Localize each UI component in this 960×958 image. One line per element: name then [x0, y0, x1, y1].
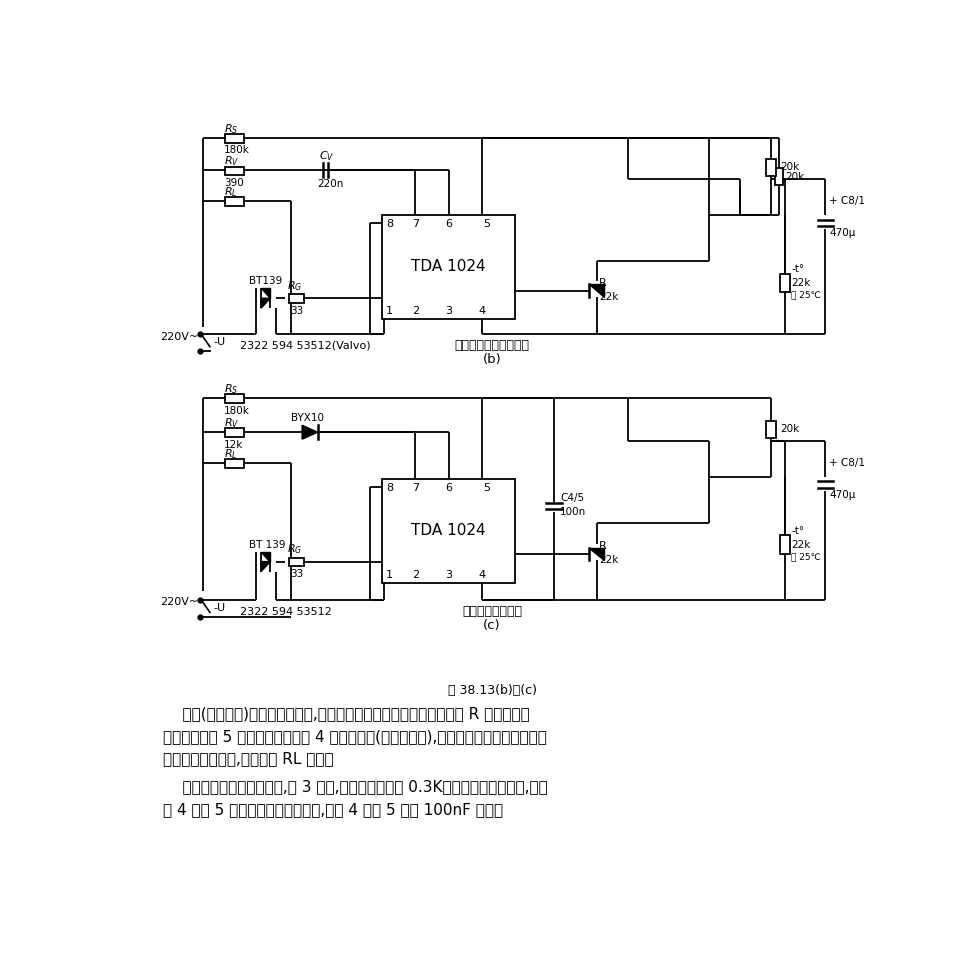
- Text: 180k: 180k: [224, 146, 250, 155]
- Text: 1: 1: [386, 307, 393, 316]
- Text: 20k: 20k: [780, 162, 800, 172]
- Text: 20k: 20k: [780, 424, 800, 434]
- Bar: [226, 395, 244, 403]
- Text: 在 25℃: 在 25℃: [791, 290, 821, 300]
- Text: $R_S$: $R_S$: [224, 122, 238, 136]
- Text: (c): (c): [483, 619, 501, 632]
- Polygon shape: [261, 298, 271, 308]
- Text: 反之则有触发脉冲,加热电阻 RL 通电。: 反之则有触发脉冲,加热电阻 RL 通电。: [162, 751, 333, 766]
- Bar: [382, 215, 516, 319]
- Text: 3: 3: [445, 570, 452, 581]
- Bar: [226, 428, 244, 437]
- Text: 100n: 100n: [561, 507, 587, 516]
- Text: 5: 5: [484, 484, 491, 493]
- Bar: [226, 197, 244, 206]
- Text: 12k: 12k: [224, 440, 243, 449]
- Text: 220V~: 220V~: [160, 598, 199, 607]
- Text: TDA 1024: TDA 1024: [411, 523, 486, 538]
- Text: 470μ: 470μ: [829, 228, 856, 238]
- Text: + C8/1: + C8/1: [829, 458, 865, 468]
- Polygon shape: [261, 552, 271, 561]
- Text: BYX10: BYX10: [291, 413, 324, 423]
- Bar: [289, 294, 304, 303]
- Text: 6: 6: [445, 484, 452, 493]
- Text: 前接电容的温度调节器: 前接电容的温度调节器: [454, 339, 530, 353]
- Polygon shape: [261, 561, 271, 572]
- Polygon shape: [588, 285, 605, 297]
- Text: 8: 8: [386, 484, 393, 493]
- Text: R: R: [599, 541, 607, 551]
- Text: 470μ: 470μ: [829, 490, 856, 499]
- Bar: [382, 479, 516, 583]
- Text: $R_V$: $R_V$: [224, 416, 239, 430]
- Polygon shape: [588, 548, 605, 560]
- Bar: [766, 159, 776, 175]
- Text: 7: 7: [412, 219, 419, 229]
- Bar: [226, 167, 244, 175]
- Bar: [289, 558, 304, 566]
- Text: 180k: 180k: [224, 405, 250, 416]
- Text: BT139: BT139: [249, 276, 282, 286]
- Text: 3: 3: [445, 307, 452, 316]
- Text: 度值。如果脚 5 实际值电压超过脚 4 给定值电压(滞环可忽略),则晶闸管门极无触发脉冲。: 度值。如果脚 5 实际值电压超过脚 4 给定值电压(滞环可忽略),则晶闸管门极无…: [162, 730, 546, 744]
- Bar: [766, 421, 776, 438]
- Text: 2322 594 53512(Valvo): 2322 594 53512(Valvo): [240, 341, 371, 351]
- Text: 22k: 22k: [791, 539, 810, 550]
- Text: 22k: 22k: [599, 555, 618, 565]
- Bar: [775, 168, 782, 185]
- Bar: [226, 459, 244, 468]
- Text: R: R: [599, 278, 607, 287]
- Text: $R_G$: $R_G$: [287, 542, 302, 557]
- Text: $R_G$: $R_G$: [287, 279, 302, 293]
- Bar: [780, 536, 789, 554]
- Text: 2: 2: [412, 307, 419, 316]
- Text: 8: 8: [386, 219, 393, 229]
- Text: TDA 1024: TDA 1024: [411, 260, 486, 274]
- Text: 2: 2: [412, 570, 419, 581]
- Text: 7: 7: [412, 484, 419, 493]
- Bar: [780, 274, 789, 292]
- Text: 1: 1: [386, 570, 393, 581]
- Text: 22k: 22k: [791, 278, 810, 287]
- Text: 5: 5: [484, 219, 491, 229]
- Text: -t°: -t°: [791, 264, 804, 274]
- Text: -U: -U: [214, 603, 226, 613]
- Text: 20k: 20k: [785, 171, 804, 182]
- Polygon shape: [261, 288, 271, 298]
- Text: 220V~: 220V~: [160, 331, 199, 342]
- Polygon shape: [302, 425, 318, 439]
- Text: BT 139: BT 139: [249, 539, 285, 550]
- Text: 22k: 22k: [599, 291, 618, 302]
- Text: + C8/1: + C8/1: [829, 196, 865, 206]
- Text: 4: 4: [478, 570, 486, 581]
- Text: 脚 4 和脚 5 间通过长导线连接起来,在脚 4 和脚 5 间接 100nF 电容。: 脚 4 和脚 5 间通过长导线连接起来,在脚 4 和脚 5 间接 100nF 电…: [162, 802, 503, 817]
- Text: 室温(实际温度)由热敏电阻测取,它接在桥路分支电路上。利用电位器 R 调整给定温: 室温(实际温度)由热敏电阻测取,它接在桥路分支电路上。利用电位器 R 调整给定温: [162, 706, 529, 721]
- Bar: [226, 134, 244, 143]
- Text: (b): (b): [483, 354, 501, 366]
- Text: $C_V$: $C_V$: [319, 149, 335, 164]
- Text: -t°: -t°: [791, 526, 804, 536]
- Text: $R_V$: $R_V$: [224, 154, 239, 168]
- Text: 图 38.13(b)、(c): 图 38.13(b)、(c): [447, 684, 537, 697]
- Text: 4: 4: [478, 307, 486, 316]
- Text: 2322 594 53512: 2322 594 53512: [240, 606, 332, 617]
- Text: 220n: 220n: [318, 179, 344, 190]
- Text: 6: 6: [445, 219, 452, 229]
- Text: $R_S$: $R_S$: [224, 382, 238, 396]
- Text: -U: -U: [214, 337, 226, 347]
- Text: 元件较多的调节器: 元件较多的调节器: [462, 605, 522, 618]
- Text: C4/5: C4/5: [561, 493, 585, 503]
- Text: $R_L$: $R_L$: [224, 185, 237, 199]
- Text: 33: 33: [291, 569, 303, 579]
- Text: 在 25℃: 在 25℃: [791, 553, 821, 561]
- Text: 390: 390: [224, 178, 244, 188]
- Text: 33: 33: [291, 306, 303, 315]
- Text: 为使比较器有最小的滞环,脚 3 空着,此时温度差约为 0.3K。如果为增加可靠性,桥与: 为使比较器有最小的滞环,脚 3 空着,此时温度差约为 0.3K。如果为增加可靠性…: [162, 779, 547, 794]
- Text: $R_L$: $R_L$: [224, 446, 237, 461]
